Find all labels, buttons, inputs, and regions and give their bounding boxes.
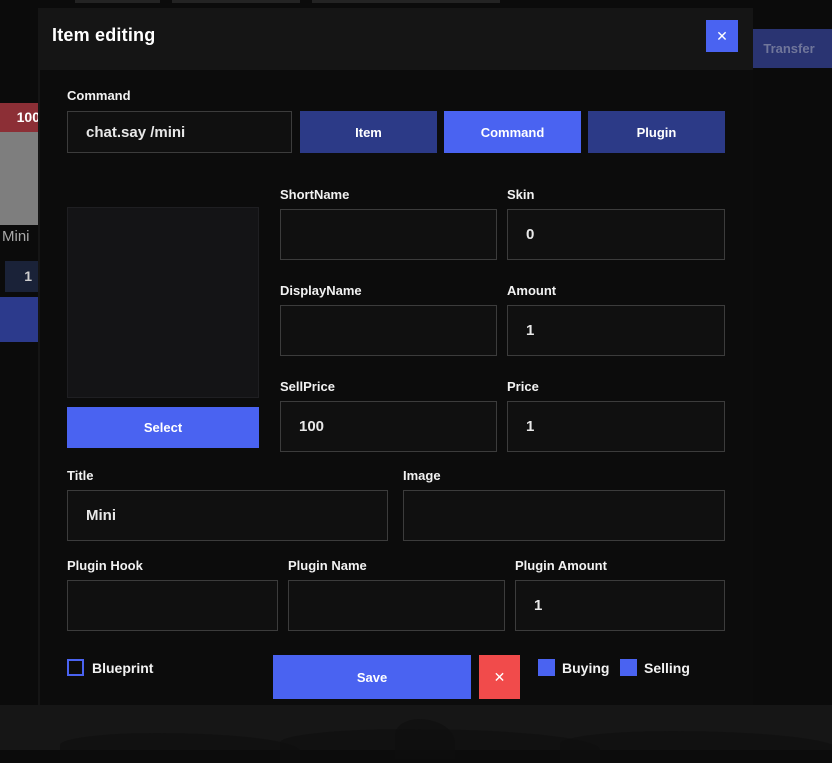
skin-input[interactable] <box>507 209 725 260</box>
selling-checkbox[interactable] <box>620 659 637 676</box>
shop-item-quantity: 1 <box>5 261 38 292</box>
shortname-label: ShortName <box>280 187 350 202</box>
tab-item[interactable]: Item <box>300 111 437 153</box>
tab-plugin[interactable]: Plugin <box>588 111 725 153</box>
background-remnant <box>172 0 300 3</box>
displayname-label: DisplayName <box>280 283 362 298</box>
modal-title: Item editing <box>52 25 156 45</box>
delete-button[interactable]: ✕ <box>479 655 520 699</box>
tab-command[interactable]: Command <box>444 111 581 153</box>
shop-item-name: Mini <box>2 228 30 245</box>
background-remnant <box>312 0 500 3</box>
background-landscape <box>0 705 832 763</box>
shop-item-buy-button[interactable] <box>0 297 40 342</box>
close-button[interactable]: ✕ <box>706 20 738 52</box>
title-input[interactable] <box>67 490 388 541</box>
item-editing-modal: Item editing ✕ Command Item Command Plug… <box>38 8 753 705</box>
price-input[interactable] <box>507 401 725 452</box>
skin-label: Skin <box>507 187 535 202</box>
blueprint-label: Blueprint <box>92 660 154 676</box>
close-icon: ✕ <box>716 28 728 44</box>
save-button[interactable]: Save <box>273 655 471 699</box>
amount-input[interactable] <box>507 305 725 356</box>
buying-checkbox[interactable] <box>538 659 555 676</box>
plugin-hook-input[interactable] <box>67 580 278 631</box>
plugin-hook-label: Plugin Hook <box>67 558 143 573</box>
plugin-name-input[interactable] <box>288 580 505 631</box>
command-input[interactable] <box>67 111 292 153</box>
image-input[interactable] <box>403 490 725 541</box>
plugin-amount-label: Plugin Amount <box>515 558 607 573</box>
plugin-name-label: Plugin Name <box>288 558 367 573</box>
shortname-input[interactable] <box>280 209 497 260</box>
command-label: Command <box>67 88 131 103</box>
modal-body: Command Item Command Plugin Select Short… <box>40 70 753 705</box>
background-remnant <box>75 0 160 3</box>
shop-item-price-badge: 100 <box>0 103 40 132</box>
shop-item-image <box>0 132 40 225</box>
select-image-button[interactable]: Select <box>67 407 259 448</box>
title-label: Title <box>67 468 94 483</box>
transfer-button[interactable]: Transfer <box>741 29 832 68</box>
plugin-amount-input[interactable] <box>515 580 725 631</box>
item-image-preview <box>67 207 259 398</box>
image-label: Image <box>403 468 441 483</box>
selling-label: Selling <box>644 660 690 676</box>
price-label: Price <box>507 379 539 394</box>
sellprice-label: SellPrice <box>280 379 335 394</box>
sellprice-input[interactable] <box>280 401 497 452</box>
amount-label: Amount <box>507 283 557 298</box>
delete-icon: ✕ <box>493 668 506 685</box>
buying-label: Buying <box>562 660 610 676</box>
blueprint-checkbox[interactable] <box>67 659 84 676</box>
displayname-input[interactable] <box>280 305 497 356</box>
